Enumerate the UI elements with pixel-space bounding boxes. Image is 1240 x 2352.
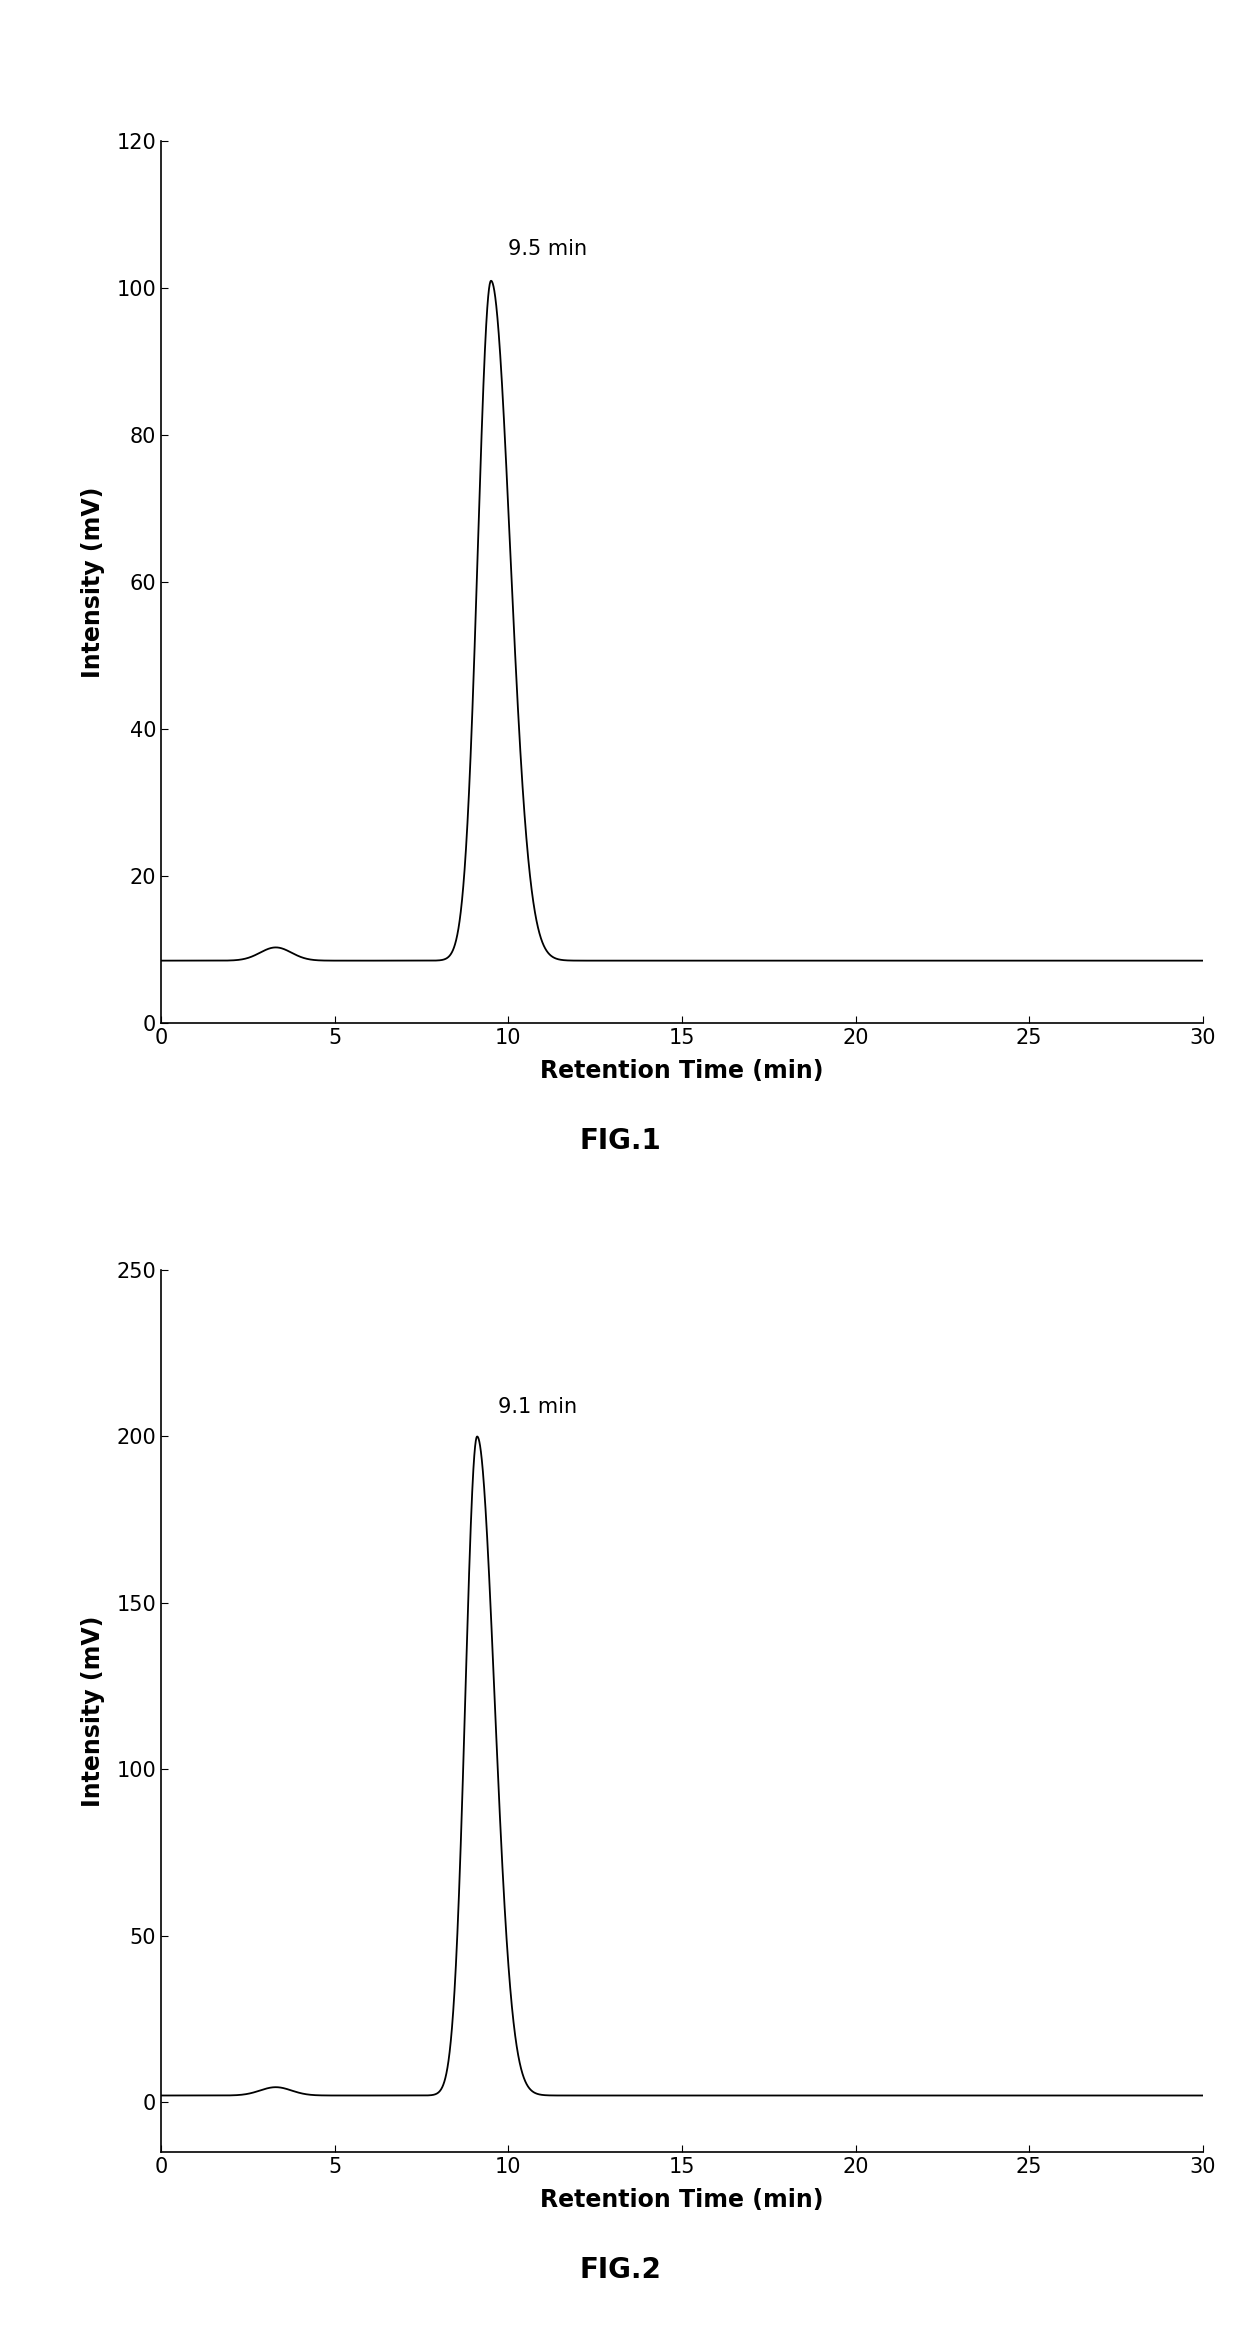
- Y-axis label: Intensity (mV): Intensity (mV): [82, 1616, 105, 1806]
- Text: 9.5 min: 9.5 min: [508, 238, 588, 259]
- Y-axis label: Intensity (mV): Intensity (mV): [82, 487, 105, 677]
- Text: FIG.2: FIG.2: [579, 2256, 661, 2284]
- Text: 9.1 min: 9.1 min: [498, 1397, 577, 1416]
- X-axis label: Retention Time (min): Retention Time (min): [541, 1058, 823, 1082]
- Text: FIG.1: FIG.1: [579, 1127, 661, 1155]
- X-axis label: Retention Time (min): Retention Time (min): [541, 2187, 823, 2211]
